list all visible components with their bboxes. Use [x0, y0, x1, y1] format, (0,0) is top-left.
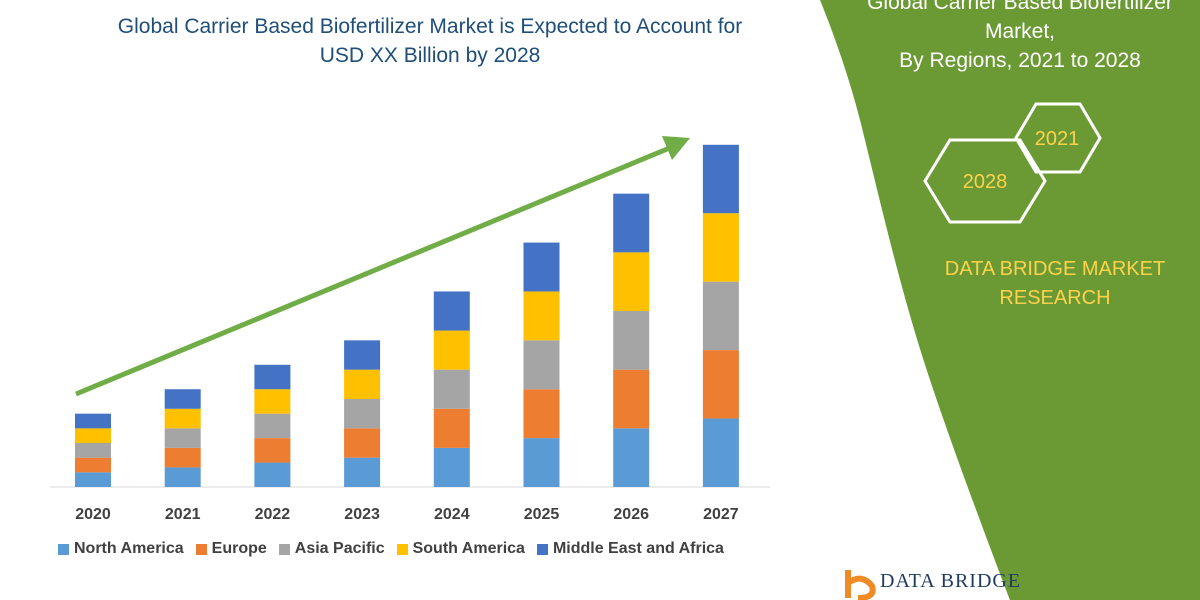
x-tick-label: 2022: [255, 506, 291, 523]
bar-segment-2023-europe: [344, 428, 381, 458]
legend-label: Asia Pacific: [294, 540, 385, 557]
bar-segment-2021-south-america: [164, 408, 201, 429]
bar-segment-2025-europe: [523, 389, 560, 439]
brand-name-line-1: DATA BRIDGE MARKET: [944, 258, 1166, 280]
bar-segment-2025-asia-pacific: [523, 340, 560, 390]
bar-segment-2026-asia-pacific: [613, 311, 650, 370]
bar-segment-2024-europe: [433, 408, 470, 448]
bar-segment-2023-north-america: [344, 457, 381, 487]
legend-item: South America: [396, 540, 525, 558]
bar-segment-2024-north-america: [433, 447, 470, 487]
side-panel-title-line-2: Market,: [984, 20, 1055, 43]
x-tick-label: 2025: [524, 506, 560, 523]
bar-segment-2021-asia-pacific: [164, 428, 201, 448]
bar-segment-2020-north-america: [75, 472, 111, 487]
footer-logo-mark: [845, 570, 876, 600]
chart-title-line-1: Global Carrier Based Biofertilizer Marke…: [117, 15, 743, 38]
bar-segment-2023-asia-pacific: [344, 399, 381, 429]
bar-segment-2021-middle-east-and-africa: [164, 389, 201, 409]
bar-segment-2026-europe: [613, 369, 650, 429]
bar-segment-2026-south-america: [613, 252, 650, 311]
bar-segment-2026-middle-east-and-africa: [613, 193, 650, 253]
badge-2028-label: 2028: [963, 171, 1008, 193]
bar-segment-2023-south-america: [344, 369, 381, 399]
bars-layer: [75, 144, 739, 487]
x-tick-label: 2021: [165, 506, 201, 523]
x-tick-label: 2020: [75, 506, 111, 523]
bar-segment-2027-asia-pacific: [702, 281, 739, 351]
bar-segment-2027-south-america: [702, 213, 739, 282]
bar-segment-2022-europe: [254, 438, 291, 463]
bar-segment-2022-middle-east-and-africa: [254, 364, 291, 390]
bar-segment-2022-asia-pacific: [254, 413, 291, 439]
legend-label: North America: [74, 540, 184, 557]
badge-2028-hexagon: [923, 138, 1047, 224]
bar-segment-2023-middle-east-and-africa: [344, 340, 381, 370]
bar-segment-2026-north-america: [613, 428, 650, 487]
bar-segment-2024-middle-east-and-africa: [433, 291, 470, 331]
chart-title-line-2: USD XX Billion by 2028: [319, 44, 541, 67]
chart-title: Global Carrier Based Biofertilizer Marke…: [60, 12, 800, 70]
side-panel-background: [820, 0, 1200, 600]
badge-2021-label: 2021: [1035, 128, 1080, 150]
bar-segment-2020-south-america: [75, 428, 111, 443]
x-tick-label: 2026: [613, 506, 649, 523]
brand-name: DATA BRIDGE MARKET RESEARCH: [915, 255, 1195, 313]
footer-logo-text: DATA BRIDGE: [880, 570, 1022, 592]
legend-swatch: [58, 543, 69, 555]
badge-2021-hexagon: [1014, 102, 1102, 174]
bar-segment-2021-north-america: [164, 467, 201, 487]
x-tick-label: 2024: [434, 506, 470, 523]
bar-segment-2027-middle-east-and-africa: [702, 144, 739, 214]
bar-segment-2025-middle-east-and-africa: [523, 242, 560, 292]
x-tick-label: 2027: [703, 506, 739, 523]
side-panel-title-line-3: By Regions, 2021 to 2028: [899, 49, 1141, 72]
legend-swatch: [536, 543, 548, 555]
legend-label: Europe: [211, 540, 267, 557]
legend-item: Europe: [195, 540, 267, 558]
legend-item: Asia Pacific: [278, 540, 385, 558]
legend-label: Middle East and Africa: [552, 540, 724, 557]
bar-segment-2027-north-america: [702, 418, 739, 487]
bar-segment-2027-europe: [702, 350, 739, 419]
x-tick-labels: 2020 2021 2022 2023 2024 2025 2026 2027: [75, 506, 739, 523]
bar-segment-2025-south-america: [523, 291, 560, 341]
legend-swatch: [278, 543, 290, 555]
legend-item: North America: [58, 540, 184, 558]
bar-segment-2022-south-america: [254, 389, 291, 414]
bar-segment-2021-europe: [164, 447, 201, 468]
bar-segment-2022-north-america: [254, 462, 291, 487]
bar-segment-2020-middle-east-and-africa: [75, 413, 111, 429]
chart-legend: North America Europe Asia Pacific South Ame…: [58, 540, 724, 558]
trend-arrow-line: [75, 144, 673, 397]
brand-name-line-2: RESEARCH: [999, 287, 1111, 309]
legend-label: South America: [412, 540, 525, 557]
legend-swatch: [396, 543, 408, 555]
trend-arrow-head: [662, 136, 690, 160]
bar-segment-2020-europe: [75, 457, 111, 473]
side-panel-title: Global Carrier Based Biofertilizer Marke…: [840, 0, 1200, 75]
bar-segment-2020-asia-pacific: [75, 443, 111, 458]
x-tick-label: 2023: [344, 506, 380, 523]
side-panel-title-line-1: Global Carrier Based Biofertilizer: [867, 0, 1173, 14]
bar-segment-2024-south-america: [433, 330, 470, 370]
bar-segment-2025-north-america: [523, 438, 560, 487]
legend-item: Middle East and Africa: [536, 540, 724, 558]
bar-segment-2024-asia-pacific: [433, 369, 470, 409]
legend-swatch: [195, 543, 207, 555]
